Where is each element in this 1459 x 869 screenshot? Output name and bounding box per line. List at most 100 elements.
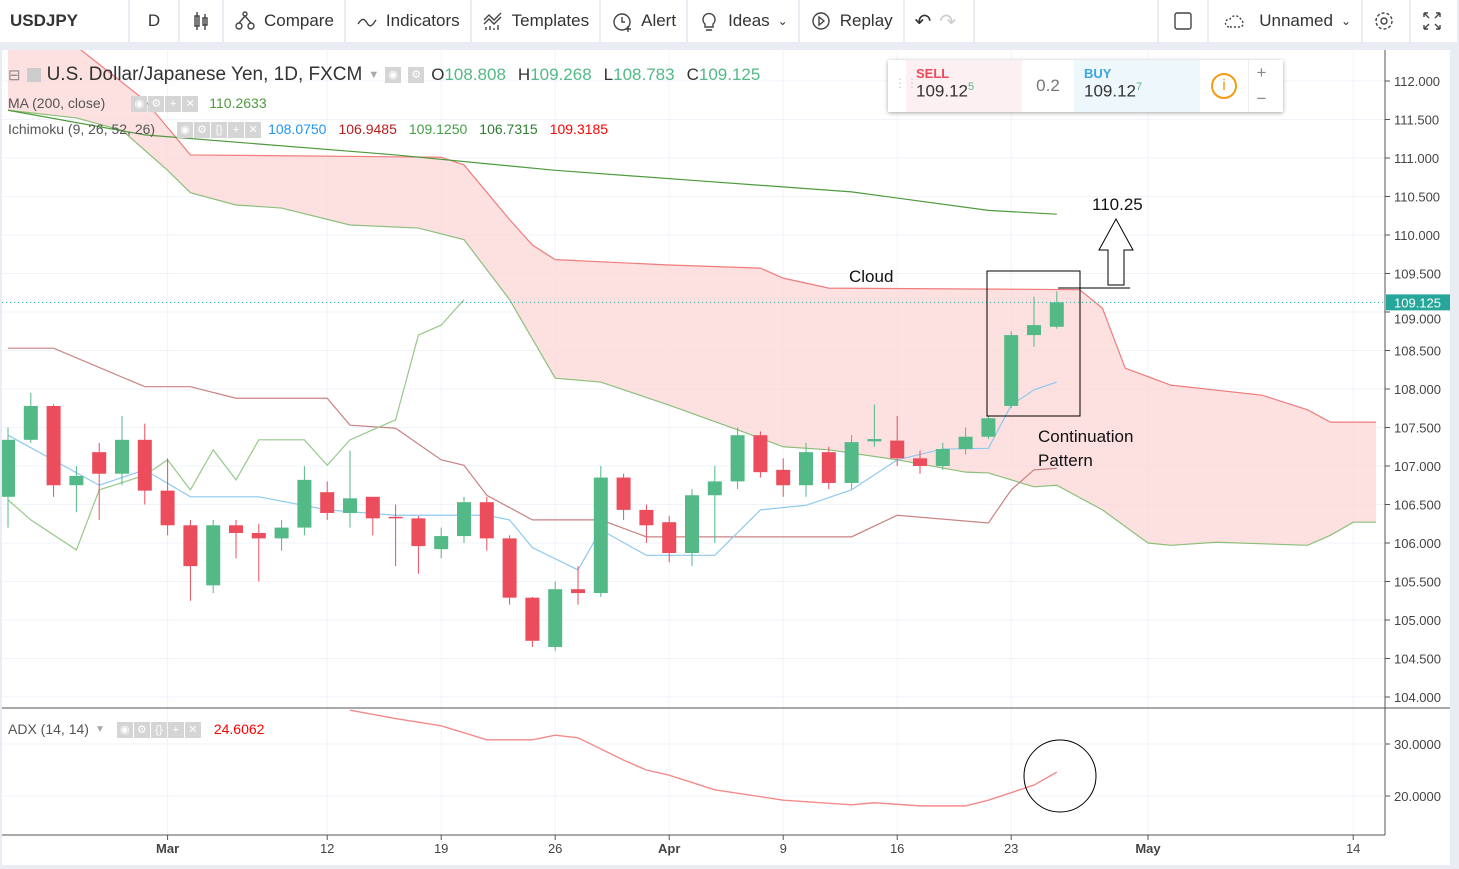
price-tick-label: 104.000 xyxy=(1394,690,1441,705)
replay-icon xyxy=(812,12,830,30)
close-icon[interactable]: ✕ xyxy=(184,722,201,738)
symbol-search[interactable]: USDJPY xyxy=(0,0,128,42)
eye-icon[interactable]: ◉ xyxy=(385,67,402,83)
ideas-label: Ideas xyxy=(728,11,770,30)
candle-body xyxy=(707,481,722,496)
chart-canvas[interactable]: 112.000 111.500 111.000 110.500 110.000 109.5… xyxy=(2,50,1450,865)
gear-icon[interactable]: ⚙ xyxy=(148,96,165,112)
plus-icon[interactable]: + xyxy=(165,96,182,112)
drag-handle-icon[interactable]: ⋮⋮ xyxy=(894,76,918,90)
plus-icon[interactable]: + xyxy=(228,122,245,138)
candle-body xyxy=(206,525,221,586)
source-code-icon[interactable]: {} xyxy=(150,722,167,738)
alert-label: Alert xyxy=(641,11,677,30)
indicators-icon xyxy=(357,18,377,27)
span-a-value: 106.7315 xyxy=(479,121,538,137)
price-tick-label: 105.000 xyxy=(1394,613,1441,628)
candle-body xyxy=(799,452,813,486)
price-tick-label: 110.500 xyxy=(1394,190,1440,205)
time-tick-label: 19 xyxy=(434,841,448,856)
time-tick-label: 16 xyxy=(890,841,904,856)
chart-area[interactable]: 112.000 111.500 111.000 110.500 110.000 109.5… xyxy=(2,50,1450,865)
chevron-down-icon[interactable]: ▼ xyxy=(368,69,380,81)
buy-button[interactable]: BUY 109.127 xyxy=(1074,60,1200,112)
chevron-down-icon[interactable]: ▼ xyxy=(94,723,105,735)
target-label: 110.25 xyxy=(1092,195,1143,214)
layout-button[interactable] xyxy=(1159,0,1208,42)
candle-body xyxy=(502,538,517,598)
ohlc-o: O108.808 xyxy=(431,65,506,84)
candle-body xyxy=(685,495,699,554)
candle-body xyxy=(616,477,631,510)
buy-sell-panel: ⋮⋮ SELL 109.125 0.2 BUY 109.127 i + − xyxy=(888,60,1283,112)
undo-icon[interactable]: ↶ xyxy=(914,10,932,33)
layout-name: Unnamed xyxy=(1259,11,1333,30)
chart-style-button[interactable] xyxy=(180,0,222,42)
compare-button[interactable]: Compare xyxy=(224,0,344,42)
ideas-button[interactable]: Ideas ⌄ xyxy=(688,0,798,42)
adx-highlight-circle xyxy=(1023,739,1097,813)
price-tick-label: 107.500 xyxy=(1394,421,1441,436)
plus-icon[interactable]: + xyxy=(167,722,184,738)
sell-button[interactable]: SELL 109.125 xyxy=(906,60,1022,112)
price-tick-label: 109.000 xyxy=(1394,311,1441,326)
candle-body xyxy=(388,516,403,519)
price-tick-label: 111.500 xyxy=(1394,113,1439,128)
settings-button[interactable] xyxy=(1363,0,1409,42)
candle-body xyxy=(525,597,540,641)
eye-icon[interactable]: ◉ xyxy=(177,122,194,138)
candle-body xyxy=(365,496,380,519)
ohlc-l: L108.783 xyxy=(603,65,675,84)
fullscreen-button[interactable] xyxy=(1411,0,1457,42)
gear-icon[interactable]: ⚙ xyxy=(194,122,211,138)
redo-icon[interactable]: ↷ xyxy=(939,10,957,33)
chikou-line xyxy=(7,299,465,551)
close-icon[interactable]: ✕ xyxy=(182,96,199,112)
candle-body xyxy=(46,405,61,486)
candle-body xyxy=(274,527,289,539)
eye-icon[interactable]: ◉ xyxy=(131,96,148,112)
gear-icon[interactable]: ⚙ xyxy=(133,722,150,738)
candle-body xyxy=(1027,325,1041,336)
candle-body xyxy=(776,469,791,486)
candle-body xyxy=(1004,335,1019,406)
candle-body xyxy=(593,477,608,594)
arrow-up-icon xyxy=(1098,217,1134,286)
senkou-span-b-line xyxy=(80,50,1376,423)
collapse-icon[interactable]: ⊟ xyxy=(8,67,21,84)
templates-button[interactable]: Templates xyxy=(471,0,600,42)
adx-tick-label: 30.0000 xyxy=(1394,737,1441,752)
replay-button[interactable]: Replay xyxy=(799,0,903,42)
time-tick-label: Apr xyxy=(658,841,680,856)
last-price-badge xyxy=(1386,294,1450,311)
time-tick-label: 26 xyxy=(548,841,562,856)
eye-icon[interactable]: ◉ xyxy=(116,722,133,738)
fullscreen-icon xyxy=(1423,12,1441,30)
flag-icon[interactable] xyxy=(26,68,41,82)
adx-value: 24.6062 xyxy=(213,721,265,737)
candle-body xyxy=(183,525,198,567)
candle-body xyxy=(913,458,927,466)
gear-icon[interactable]: ⚙ xyxy=(408,67,425,83)
indicators-button[interactable]: Indicators xyxy=(345,0,470,42)
close-icon[interactable]: ✕ xyxy=(245,122,262,138)
last-price-label: 109.125 xyxy=(1394,295,1441,310)
source-code-icon[interactable]: {} xyxy=(211,122,228,138)
price-tick-label: 106.000 xyxy=(1394,536,1441,551)
info-button[interactable]: i xyxy=(1200,60,1248,112)
minus-icon[interactable]: − xyxy=(1256,89,1267,108)
price-tick-label: 108.000 xyxy=(1394,382,1441,397)
save-layout-button[interactable]: Unnamed ⌄ xyxy=(1209,0,1361,42)
candle-body xyxy=(867,439,882,442)
price-tick-label: 104.500 xyxy=(1394,652,1441,667)
candle-body xyxy=(297,479,312,528)
ohlc-h: H109.268 xyxy=(517,65,592,84)
adx-tick-label: 20.0000 xyxy=(1394,789,1441,804)
ohlc-c: C109.125 xyxy=(686,65,761,84)
kijun-line xyxy=(8,347,1057,538)
templates-icon xyxy=(483,12,502,30)
alert-button[interactable]: Alert xyxy=(601,0,687,42)
interval-button[interactable]: D xyxy=(130,0,178,42)
compare-icon xyxy=(235,11,255,30)
plus-icon[interactable]: + xyxy=(1256,63,1267,82)
